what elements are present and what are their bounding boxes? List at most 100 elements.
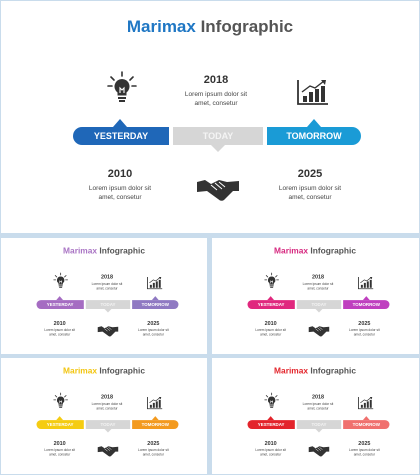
- title-rest: Infographic: [97, 365, 146, 376]
- growth-chart-icon: [146, 396, 163, 410]
- today-pointer: [104, 428, 112, 433]
- entry-right-line2: amet, consetur: [353, 333, 375, 337]
- yesterday-pointer: [56, 296, 64, 301]
- entry-right-year: 2025: [358, 440, 371, 447]
- yesterday-pointer: [267, 296, 275, 301]
- entry-top-year: 2018: [100, 393, 114, 400]
- entry-right-line2: amet, consetur: [288, 194, 332, 201]
- title-rest: Infographic: [195, 17, 294, 36]
- slide-red[interactable]: Marimax Infographic 2018: [212, 358, 419, 474]
- growth-chart-icon: [357, 276, 374, 290]
- entry-right-line1: Lorem ipsum dolor sit: [138, 448, 169, 453]
- slide-title: Marimax Infographic: [1, 246, 207, 256]
- slide-magenta[interactable]: Marimax Infographic 2018: [212, 238, 419, 354]
- title-brand: Marimax: [274, 365, 309, 376]
- entry-right-year: 2025: [297, 168, 323, 180]
- slide-yellow[interactable]: Marimax Infographic 2018: [1, 358, 207, 474]
- entry-top-year: 2018: [311, 273, 325, 280]
- entry-right-line2: amet, consetur: [142, 453, 164, 457]
- slide-content: Marimax Infographic 2018: [212, 238, 418, 352]
- entry-left-year: 2010: [53, 320, 66, 327]
- tomorrow-segment: TOMORROW: [343, 300, 390, 309]
- slide-purple[interactable]: Marimax Infographic 2018: [1, 238, 207, 354]
- slide-title: Marimax Infographic: [212, 366, 418, 376]
- tomorrow-pointer: [151, 416, 159, 421]
- entry-top-year: 2018: [311, 393, 325, 400]
- tomorrow-segment: TOMORROW: [267, 127, 361, 145]
- lightbulb-icon: [53, 272, 68, 288]
- growth-chart-icon: [297, 80, 328, 105]
- slide-title: Marimax Infographic: [212, 246, 418, 256]
- handshake-icon: [197, 180, 239, 201]
- slide-content: Marimax Infographic 2018: [1, 1, 419, 233]
- title-brand: Marimax: [63, 365, 98, 376]
- tomorrow-segment: TOMORROW: [343, 420, 390, 429]
- entry-top-year: 2018: [100, 273, 114, 280]
- growth-chart-icon: [357, 396, 374, 410]
- tomorrow-pointer: [151, 296, 159, 301]
- lightbulb-icon: [53, 392, 68, 408]
- entry-left-line1: Lorem ipsum dolor sit: [255, 328, 286, 333]
- yesterday-segment: YESTERDAY: [36, 300, 84, 309]
- slide-blue[interactable]: Marimax Infographic 2018: [1, 1, 419, 233]
- entry-top-line1: Lorem ipsum dolor sit: [91, 402, 123, 406]
- entry-left-line1: Lorem ipsum dolor sit: [88, 185, 152, 192]
- yesterday-segment: YESTERDAY: [73, 127, 169, 145]
- entry-right-year: 2025: [147, 440, 160, 447]
- growth-chart-icon: [146, 276, 163, 290]
- entry-top-year: 2018: [203, 74, 229, 86]
- entry-top-line1: Lorem ipsum dolor sit: [184, 91, 248, 98]
- entry-right-line1: Lorem ipsum dolor sit: [349, 448, 380, 453]
- yesterday-pointer: [56, 416, 64, 421]
- today-pointer: [315, 428, 323, 433]
- slide-content: Marimax Infographic 2018: [1, 358, 207, 472]
- entry-left-line2: amet, consetur: [49, 453, 71, 457]
- entry-left-year: 2010: [264, 320, 277, 327]
- tomorrow-segment: TOMORROW: [132, 420, 179, 429]
- entry-top-line2: amet, consetur: [307, 406, 329, 411]
- lightbulb-icon: [107, 71, 137, 102]
- yesterday-segment: YESTERDAY: [247, 420, 295, 429]
- entry-left-year: 2010: [107, 168, 133, 180]
- slide-content: Marimax Infographic 2018: [212, 358, 418, 472]
- handshake-icon: [97, 326, 119, 337]
- lightbulb-icon: [264, 392, 279, 408]
- yesterday-segment: YESTERDAY: [247, 300, 295, 309]
- tomorrow-pointer: [362, 296, 370, 301]
- entry-right-line1: Lorem ipsum dolor sit: [138, 328, 169, 333]
- entry-left-line1: Lorem ipsum dolor sit: [255, 448, 286, 453]
- entry-left-line1: Lorem ipsum dolor sit: [44, 448, 75, 453]
- tomorrow-pointer: [307, 119, 321, 127]
- title-brand: Marimax: [63, 245, 98, 256]
- today-segment: TODAY: [85, 300, 131, 309]
- title-brand: Marimax: [126, 17, 196, 36]
- today-segment: TODAY: [296, 300, 342, 309]
- entry-top-line2: amet, consetur: [96, 286, 118, 291]
- entry-left-line2: amet, consetur: [98, 194, 142, 201]
- title-rest: Infographic: [308, 245, 357, 256]
- entry-top-line1: Lorem ipsum dolor sit: [302, 282, 334, 286]
- entry-left-year: 2010: [264, 440, 277, 447]
- entry-right-line2: amet, consetur: [353, 453, 375, 457]
- title-brand: Marimax: [274, 245, 309, 256]
- today-segment: TODAY: [296, 420, 342, 429]
- tomorrow-pointer: [362, 416, 370, 421]
- title-rest: Infographic: [308, 365, 357, 376]
- entry-left-line1: Lorem ipsum dolor sit: [44, 328, 75, 333]
- today-pointer: [315, 308, 323, 313]
- tomorrow-segment: TOMORROW: [132, 300, 179, 309]
- entry-left-year: 2010: [53, 440, 66, 447]
- entry-top-line2: amet, consetur: [96, 406, 118, 411]
- entry-right-line1: Lorem ipsum dolor sit: [349, 328, 380, 333]
- handshake-icon: [97, 446, 119, 457]
- yesterday-pointer: [267, 416, 275, 421]
- entry-right-year: 2025: [358, 320, 371, 327]
- slide-title: Marimax Infographic: [1, 366, 207, 376]
- handshake-icon: [308, 326, 330, 337]
- lightbulb-icon: [264, 272, 279, 288]
- entry-right-year: 2025: [147, 320, 160, 327]
- yesterday-pointer: [113, 119, 127, 127]
- entry-top-line1: Lorem ipsum dolor sit: [302, 402, 334, 406]
- entry-left-line2: amet, consetur: [260, 333, 282, 337]
- entry-right-line2: amet, consetur: [142, 333, 164, 337]
